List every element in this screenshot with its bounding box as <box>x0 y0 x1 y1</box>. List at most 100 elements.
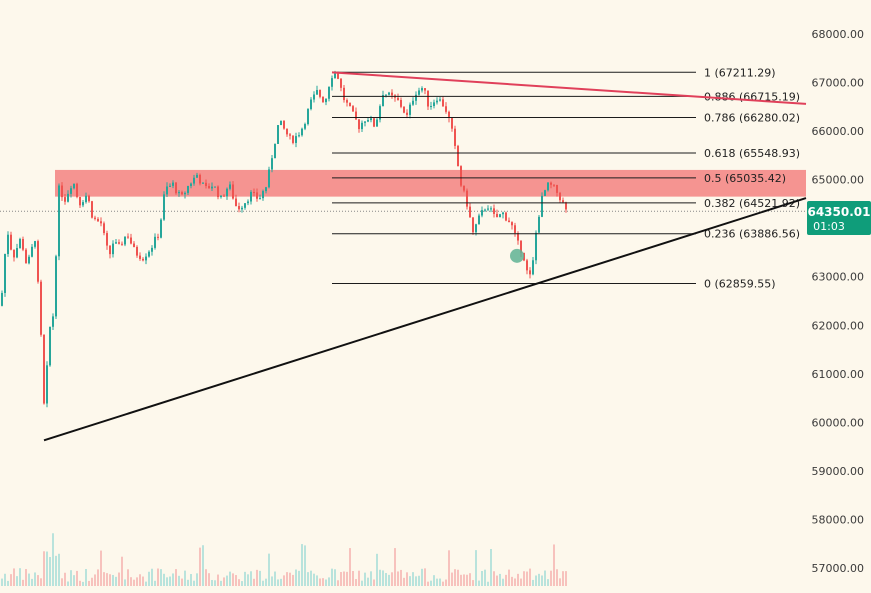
volume-bar <box>427 581 429 586</box>
candle-body <box>556 184 558 193</box>
volume-bar <box>466 574 468 586</box>
volume-bar <box>40 578 42 586</box>
volume-bar <box>226 575 228 586</box>
volume-bar <box>259 570 261 586</box>
volume-bar <box>169 576 171 586</box>
volume-bar <box>148 571 150 586</box>
candle-body <box>31 246 33 257</box>
volume-bar <box>283 575 285 586</box>
volume-bar <box>235 575 237 586</box>
volume-bar <box>271 576 273 586</box>
volume-bar <box>460 574 462 586</box>
candle-body <box>16 248 18 258</box>
candle-body <box>487 208 489 210</box>
candle-body <box>349 102 351 107</box>
volume-bar <box>22 579 24 586</box>
volume-bar <box>379 569 381 586</box>
volume-bar <box>55 555 57 586</box>
candle-body <box>433 102 435 107</box>
candle-body <box>370 118 372 121</box>
volume-bar <box>469 573 471 586</box>
candle-body <box>7 234 9 255</box>
volume-bar <box>244 571 246 586</box>
candle-body <box>490 208 492 210</box>
volume-bar <box>94 574 96 586</box>
candle-body <box>133 243 135 247</box>
volume-bar <box>109 574 111 586</box>
volume-bar <box>115 576 117 586</box>
volume-bar <box>268 553 270 586</box>
candle-body <box>211 186 213 189</box>
volume-bar <box>370 571 372 586</box>
volume-bar <box>322 578 324 586</box>
volume-bar <box>79 580 81 586</box>
volume-bar <box>172 573 174 586</box>
volume-bar <box>334 569 336 586</box>
candle-body <box>430 106 432 108</box>
volume-bar <box>232 573 234 586</box>
candle-body <box>313 94 315 100</box>
volume-bar <box>367 577 369 586</box>
candle-body <box>34 241 36 247</box>
volume-bar <box>88 580 90 586</box>
candle-body <box>514 225 516 234</box>
volume-bar <box>475 550 477 586</box>
volume-bar <box>142 576 144 586</box>
volume-bar <box>373 579 375 586</box>
volume-bar <box>136 577 138 586</box>
volume-bar <box>496 575 498 586</box>
candle-body <box>406 112 408 115</box>
candle-body <box>73 183 75 189</box>
candle-body <box>427 90 429 107</box>
candle-body <box>214 186 216 188</box>
volume-bar <box>532 579 534 586</box>
candle-body <box>439 99 441 101</box>
volume-bar <box>196 573 198 586</box>
volume-bar <box>247 574 249 586</box>
candle-body <box>493 208 495 214</box>
volume-bar <box>46 551 48 586</box>
volume-bar <box>100 550 102 586</box>
volume-bar <box>151 568 153 586</box>
volume-bar <box>457 569 459 586</box>
volume-bar <box>211 579 213 586</box>
volume-bar <box>34 572 36 586</box>
candle-body <box>94 217 96 219</box>
volume-bar <box>127 569 129 586</box>
candle-body <box>40 281 42 335</box>
candle-body <box>421 88 423 91</box>
candle-body <box>469 206 471 218</box>
volume-bar <box>13 568 15 586</box>
volume-bar <box>319 578 321 586</box>
candle-body <box>139 255 141 259</box>
candle-body <box>223 195 225 197</box>
candle-body <box>334 73 336 79</box>
volume-bar <box>304 545 306 586</box>
candle-body <box>316 90 318 95</box>
candle-body <box>97 218 99 222</box>
candle-body <box>412 100 414 105</box>
candle-body <box>526 260 528 271</box>
candle-body <box>82 202 84 206</box>
y-tick-label: 62000.00 <box>812 319 865 332</box>
y-tick-label: 68000.00 <box>812 28 865 41</box>
candle-body <box>157 236 159 238</box>
volume-bar <box>4 573 6 586</box>
volume-bar <box>286 572 288 586</box>
volume-bar <box>154 580 156 586</box>
volume-bar <box>7 580 9 586</box>
candle-body <box>442 99 444 107</box>
candle-body <box>208 186 210 189</box>
candle-body <box>397 97 399 100</box>
volume-bar <box>535 575 537 586</box>
candle-body <box>358 119 360 130</box>
candle-body <box>382 95 384 107</box>
candle-body <box>547 182 549 191</box>
volume-bar <box>526 571 528 586</box>
candle-body <box>106 233 108 246</box>
candle-body <box>28 256 30 264</box>
y-tick-label: 65000.00 <box>812 174 865 187</box>
fib-level-label: 0.618 (65548.93) <box>704 147 800 160</box>
